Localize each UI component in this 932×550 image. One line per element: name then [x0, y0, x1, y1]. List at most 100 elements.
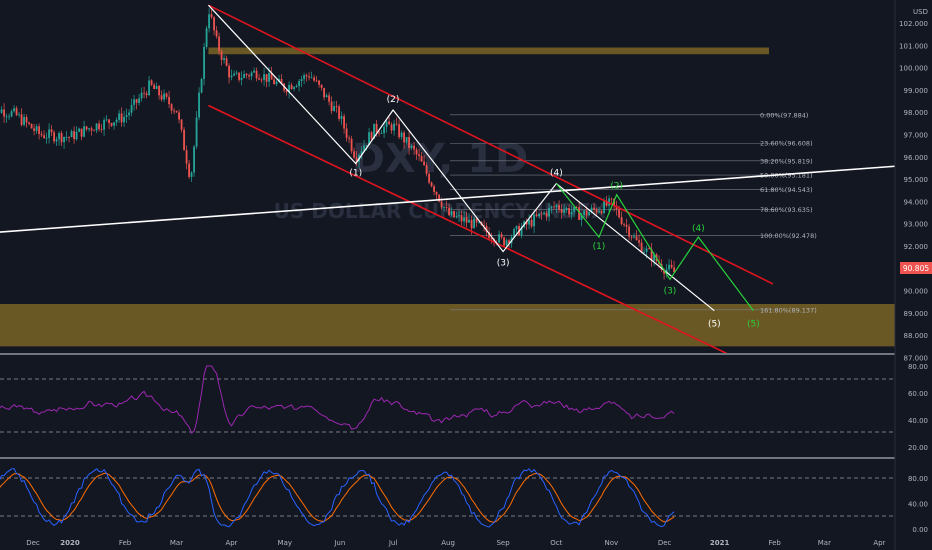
- candle-body: [150, 80, 153, 85]
- candle-body: [328, 95, 330, 102]
- candle-body: [193, 146, 195, 173]
- candle-body: [108, 119, 110, 124]
- candle-body: [378, 132, 380, 134]
- candle-body: [550, 206, 553, 208]
- rsi-tick: 80.00: [908, 363, 928, 371]
- wave-label-green: (5): [747, 320, 760, 330]
- candle-body: [663, 269, 665, 274]
- candle-body: [588, 212, 590, 216]
- candle-body: [600, 211, 603, 214]
- candle-body: [458, 215, 460, 217]
- candle-body: [60, 133, 63, 143]
- candle-body: [463, 217, 465, 222]
- candle-body: [225, 58, 228, 66]
- wave-label-green: (2): [610, 182, 623, 192]
- fib-level-label: 161.80%(89.137): [760, 306, 817, 314]
- candle-body: [33, 128, 35, 131]
- candle-body: [515, 226, 518, 230]
- candle-body: [228, 65, 230, 78]
- candle-body: [355, 157, 358, 162]
- candle-body: [353, 151, 355, 158]
- trend-line[interactable]: [0, 163, 932, 234]
- candle-body: [470, 219, 473, 229]
- candle-body: [535, 214, 538, 217]
- candle-body: [145, 93, 148, 96]
- candle-body: [140, 92, 143, 99]
- stochastic-pane[interactable]: [0, 468, 895, 528]
- fib-level-label: 61.80%(94.543): [760, 186, 813, 194]
- supply-demand-zone[interactable]: [208, 47, 769, 55]
- candle-body: [408, 137, 410, 148]
- candle-body: [63, 137, 65, 143]
- price-axis[interactable]: USD 102.000 101.000 100.000 99.000 98.000 97.…: [894, 0, 932, 550]
- candle-body: [188, 163, 190, 177]
- candle-body: [158, 85, 160, 96]
- candle-body: [130, 104, 133, 113]
- candle-body: [115, 119, 118, 123]
- price-tick: 92.000: [904, 243, 929, 251]
- candle-body: [528, 219, 530, 225]
- time-label: Feb: [119, 539, 132, 547]
- candle-body: [650, 249, 653, 261]
- candle-body: [640, 242, 643, 253]
- elliott-wave-green[interactable]: [555, 183, 754, 312]
- channel-line[interactable]: [208, 104, 744, 362]
- candle-body: [460, 215, 463, 222]
- candle-body: [445, 206, 448, 208]
- price-pane[interactable]: DXY, 1D US DOLLAR CURRENCY INDEX 0.00%(9…: [0, 4, 932, 362]
- time-label: Feb: [768, 539, 781, 547]
- candle-body: [13, 108, 15, 112]
- candle-body: [255, 70, 258, 79]
- candle-body: [580, 215, 583, 220]
- candle-body: [243, 73, 245, 78]
- candle-body: [428, 173, 430, 183]
- candle-body: [230, 75, 233, 78]
- candle-body: [578, 207, 580, 220]
- candle-body: [645, 248, 648, 252]
- candle-body: [455, 216, 458, 218]
- candle-body: [590, 207, 593, 213]
- candle-body: [268, 72, 270, 82]
- last-price-badge: [900, 262, 932, 274]
- candle-body: [258, 78, 260, 80]
- watermark-symbol: DXY, 1D: [352, 136, 529, 182]
- candle-body: [38, 126, 40, 134]
- candle-body: [143, 92, 145, 94]
- supply-demand-zone[interactable]: [0, 303, 895, 347]
- candle-body: [185, 150, 188, 164]
- price-tick: 96.000: [904, 154, 929, 162]
- candle-body: [53, 132, 55, 142]
- candle-body: [553, 206, 555, 208]
- candle-body: [503, 237, 505, 246]
- stoch-tick: 0.00: [912, 526, 928, 534]
- candle-body: [448, 207, 450, 216]
- price-tick: 95.000: [904, 176, 929, 184]
- channel-line[interactable]: [208, 4, 774, 285]
- candle-body: [468, 219, 470, 223]
- candle-body: [275, 81, 278, 85]
- time-label: 2021: [710, 539, 730, 547]
- candle-body: [413, 145, 415, 150]
- rsi-pane[interactable]: [0, 365, 895, 435]
- candle-body: [410, 145, 413, 148]
- candle-body: [35, 126, 38, 131]
- time-axis[interactable]: Dec 2020 Feb Mar Apr May Jun Jul Aug Sep Oct Nov Dec…: [26, 539, 885, 547]
- candle-body: [110, 123, 113, 126]
- candle-body: [348, 137, 350, 139]
- candle-body: [628, 226, 630, 237]
- candle-body: [208, 14, 210, 29]
- candle-body: [135, 99, 138, 103]
- candle-body: [103, 119, 105, 130]
- fib-level-label: 38.20%(95.819): [760, 157, 813, 165]
- price-tick: 101.000: [899, 42, 928, 50]
- candle-body: [95, 123, 98, 131]
- candle-body: [168, 96, 170, 105]
- time-label: 2020: [60, 539, 80, 547]
- candle-body: [638, 240, 640, 243]
- candle-body: [405, 137, 408, 143]
- candle-body: [485, 226, 488, 233]
- candle-body: [15, 108, 18, 116]
- price-tick: 89.000: [904, 310, 929, 318]
- elliott-wave-white[interactable]: [208, 4, 715, 312]
